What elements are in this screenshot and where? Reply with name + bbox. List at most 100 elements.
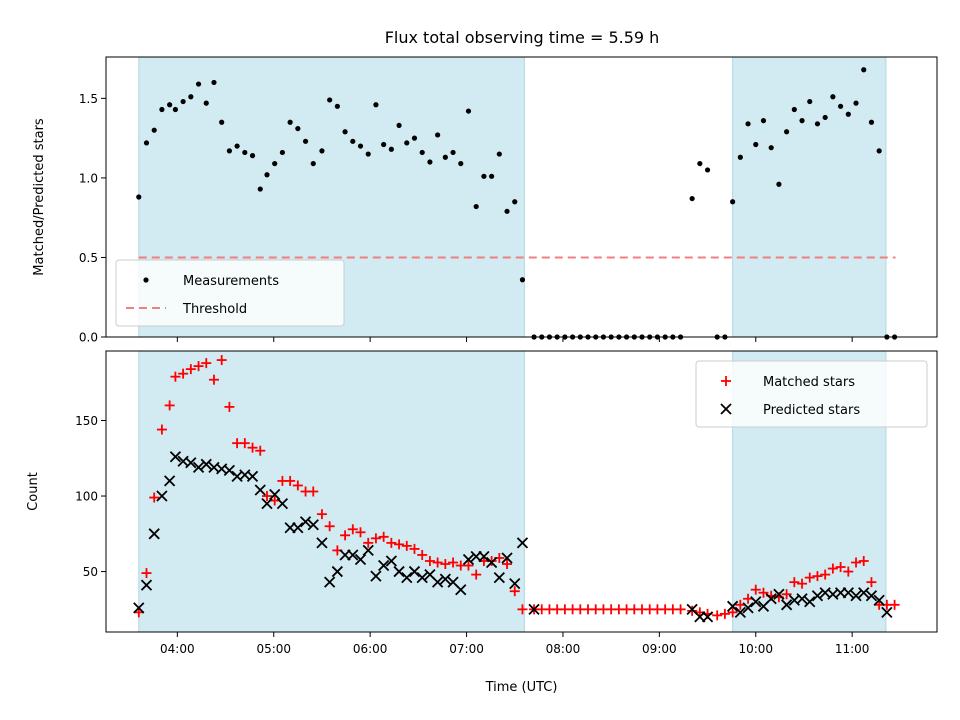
measurement-point: [822, 114, 828, 121]
predicted-star-point: [133, 602, 145, 614]
matched-star-point: [224, 401, 235, 412]
predicted-star-point: [431, 576, 444, 588]
matched-star-point: [347, 524, 358, 535]
shaded-interval-0: [138, 350, 525, 633]
y-tick-label: 1.0: [79, 171, 98, 185]
matched-star-point: [758, 587, 769, 598]
measurement-point: [411, 135, 418, 141]
y-tick-label: 1.5: [79, 92, 98, 106]
predicted-star-point: [185, 457, 197, 469]
measurement-point: [435, 132, 441, 138]
chart-title: Flux total observing time = 5.59 h: [385, 28, 660, 47]
matched-star-point: [239, 438, 250, 449]
measurement-point: [791, 106, 797, 113]
predicted-star-point: [324, 576, 336, 588]
predicted-star-point: [842, 587, 854, 599]
measurement-point: [419, 149, 425, 156]
predicted-star-point: [734, 606, 746, 618]
measurement-point: [172, 106, 179, 113]
measurement-point: [504, 208, 510, 214]
x-tick-label: 04:00: [160, 642, 195, 656]
x-tick-label: 06:00: [353, 642, 388, 656]
measurement-point: [350, 138, 356, 144]
measurement-point: [211, 79, 217, 86]
measurement-point: [697, 160, 703, 167]
predicted-star-point: [276, 497, 289, 510]
top-legend-box: [115, 259, 345, 327]
predicted-star-point: [362, 544, 374, 557]
matched-star-point: [827, 563, 838, 574]
predicted-star-point: [156, 490, 168, 502]
matched-star-point: [719, 608, 730, 619]
legend-measurement-marker: [143, 277, 149, 283]
predicted-star-point: [254, 484, 266, 496]
measurement-point: [357, 143, 364, 149]
matched-star-point: [149, 492, 160, 503]
measurement-point: [167, 102, 173, 108]
matched-star-point: [255, 445, 266, 456]
matched-star-point: [889, 599, 900, 610]
matched-star-point: [851, 557, 862, 568]
measurement-point: [458, 160, 464, 167]
measurement-point: [496, 151, 502, 157]
matched-star-point: [687, 605, 698, 616]
bottom-legend-box: [695, 360, 928, 428]
measurement-point: [396, 122, 402, 129]
measurement-point: [257, 186, 263, 192]
matched-star-point: [417, 549, 428, 560]
predicted-star-point: [148, 528, 160, 540]
predicted-star-point: [347, 549, 359, 561]
predicted-star-point: [881, 606, 893, 618]
predicted-star-point: [858, 587, 870, 599]
matched-star-point: [858, 555, 869, 566]
predicted-star-point: [401, 571, 413, 584]
measurement-point: [845, 111, 851, 117]
measurement-point: [753, 141, 759, 148]
matched-star-point: [355, 527, 366, 538]
measurement-point: [302, 138, 309, 144]
matched-star-point: [750, 584, 761, 595]
matched-star-point: [835, 562, 846, 573]
measurement-point: [234, 143, 240, 149]
predicted-star-point: [765, 593, 777, 605]
x-tick-label: 11:00: [835, 642, 870, 656]
measurement-point: [136, 194, 142, 200]
predicted-star-point: [223, 464, 236, 476]
predicted-star-point: [200, 458, 212, 470]
predicted-star-point: [385, 555, 397, 567]
measurement-point: [219, 119, 225, 125]
predicted-star-point: [516, 537, 529, 549]
matched-star-point: [432, 557, 443, 568]
matched-star-point: [156, 424, 167, 435]
matched-star-point: [193, 361, 204, 372]
measurement-point: [427, 159, 433, 165]
predicted-star-point: [455, 584, 467, 596]
predicted-star-point: [462, 553, 475, 566]
measurement-point: [689, 195, 695, 202]
bottom-y-axis-label: Count: [26, 472, 41, 511]
predicted-star-point: [478, 550, 490, 563]
panel-counts: 50 100 150 04:00 05:00 06:00 07:00 08:00 09:00 1…: [26, 350, 938, 695]
matched-star-point: [812, 571, 823, 582]
predicted-star-point: [163, 475, 176, 487]
measurement-point: [704, 167, 711, 173]
legend-measurements-label: Measurements: [183, 274, 279, 289]
measurement-point: [249, 153, 256, 159]
measurement-point: [481, 173, 487, 179]
measurement-point: [279, 149, 286, 156]
measurement-point: [388, 146, 394, 152]
bottom-x-ticks: 04:00 05:00 06:00 07:00 08:00 09:00 10:00 11:00: [160, 632, 869, 656]
matched-star-point: [517, 604, 528, 615]
x-tick-label: 09:00: [642, 642, 677, 656]
measurement-point: [512, 199, 518, 205]
predicted-star-point: [331, 565, 344, 578]
measurement-point: [242, 149, 248, 156]
measurement-point: [760, 118, 767, 124]
matched-star-point: [370, 533, 381, 544]
matched-star-point: [308, 486, 319, 497]
predicted-star-point: [307, 519, 319, 531]
measurement-point: [272, 160, 278, 167]
measurement-point: [365, 151, 371, 157]
measurement-point: [876, 148, 882, 154]
measurement-point: [861, 67, 867, 73]
